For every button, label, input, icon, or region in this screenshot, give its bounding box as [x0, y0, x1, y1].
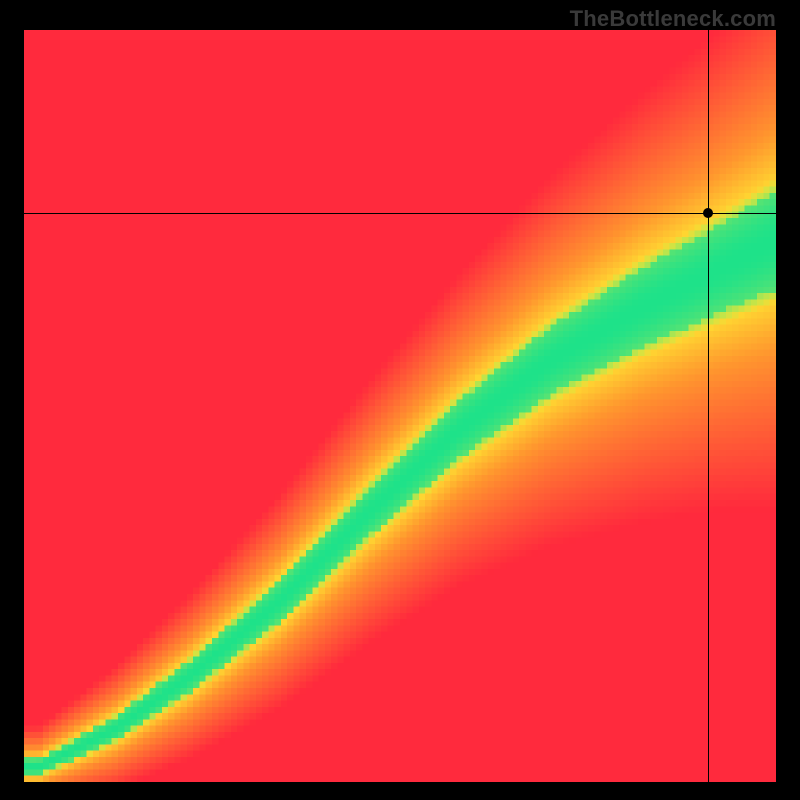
watermark-text: TheBottleneck.com — [570, 6, 776, 32]
heatmap-canvas — [24, 30, 776, 782]
crosshair-horizontal — [24, 213, 776, 214]
crosshair-marker — [703, 208, 713, 218]
bottleneck-heatmap — [24, 30, 776, 782]
crosshair-vertical — [708, 30, 709, 782]
